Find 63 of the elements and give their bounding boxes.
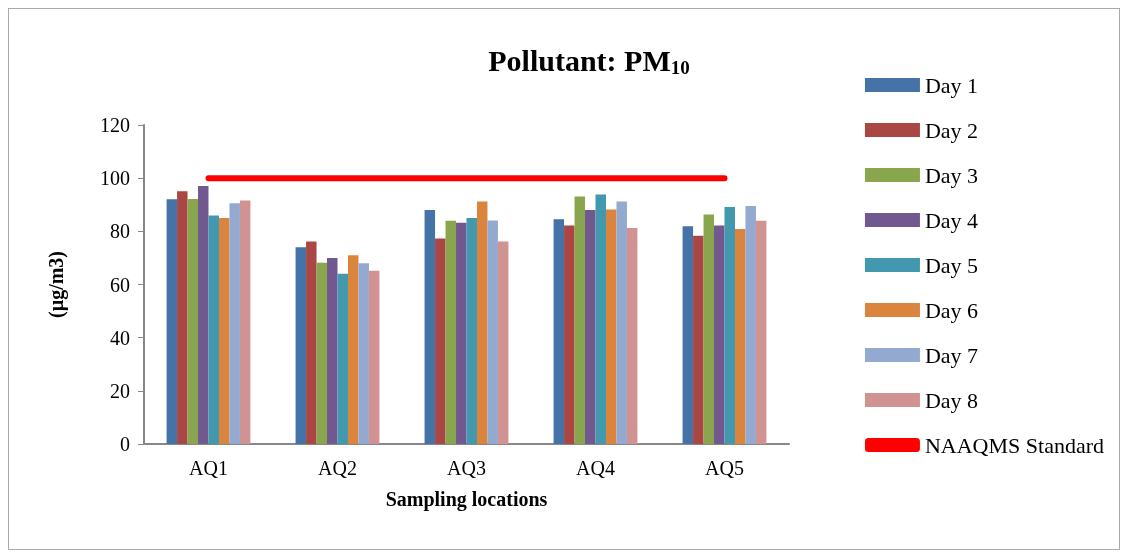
bar [616,201,627,444]
bar [218,218,230,444]
x-axis-title: Sampling locations [385,488,548,511]
bar [229,203,240,444]
legend-label: Day 3 [924,162,979,188]
y-tick-label: 120 [100,114,130,136]
bar [239,200,251,444]
legend-label: Day 5 [924,252,979,278]
bar [595,194,606,444]
legend-label: Day 8 [924,387,979,413]
bar [358,263,369,444]
bar [445,220,457,444]
bar [208,215,219,444]
bar [466,218,477,444]
y-tick-label: 60 [110,273,130,296]
bar [745,206,756,444]
bar [316,262,328,444]
bar [198,185,209,444]
bar [574,196,586,444]
x-tick-label: AQ2 [318,457,357,479]
bar [755,220,767,444]
bar [564,225,575,444]
bar [714,225,725,444]
bar [306,241,317,444]
legend-label: Day 7 [924,342,979,368]
bar [187,198,199,444]
bar [476,201,488,444]
x-tick-label: AQ1 [189,457,228,479]
bar [585,210,596,444]
bar [347,255,359,444]
bar [368,270,380,444]
y-tick-label: 20 [110,379,130,402]
y-tick-label: 40 [110,326,130,349]
bar [166,199,178,444]
legend-label: Day 6 [924,297,979,323]
bar [435,238,446,444]
bar [497,241,509,444]
bar [626,227,638,444]
bar [487,220,498,444]
bar [682,226,694,444]
bar [553,219,565,444]
y-tick-label: 100 [100,167,130,190]
legend-label: Day 2 [924,117,979,143]
bar [734,228,746,444]
y-axis-title: (µg/m3) [45,250,68,319]
y-tick-label: 80 [110,220,130,243]
bar [177,191,188,444]
bar [724,206,735,444]
legend-label: Day 1 [924,72,979,98]
y-tick-label: 0 [120,433,130,455]
bar [295,247,307,444]
x-tick-label: AQ4 [576,457,615,479]
legend-label: NAAQMS Standard [924,432,1105,458]
bar [424,210,436,444]
x-tick-label: AQ3 [447,457,486,479]
bar [337,273,348,444]
bar [605,209,617,444]
x-tick-label: AQ5 [705,457,744,479]
legend-label: Day 4 [924,207,979,233]
bar [693,235,704,444]
bar [456,222,467,444]
bar [703,214,715,444]
bar [327,257,338,444]
